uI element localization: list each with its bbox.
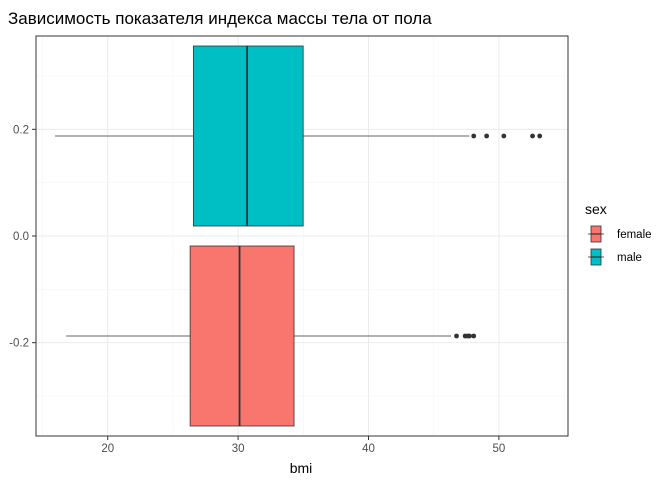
axes: 20 30 40 50 0.2 0.0 -0.2: [9, 124, 505, 455]
legend-item-female: female: [586, 224, 652, 244]
outlier-male: [484, 133, 490, 139]
box-female: [66, 245, 477, 427]
x-tick-label: 20: [101, 443, 114, 455]
outlier-female: [467, 333, 472, 339]
legend: sex female male: [585, 201, 652, 267]
chart-title: Зависимость показателя индекса массы тел…: [8, 9, 432, 28]
plot-marks: [55, 45, 543, 427]
legend-label-female: female: [617, 229, 652, 241]
legend-item-male: male: [586, 247, 642, 267]
y-tick-label: -0.2: [9, 338, 29, 350]
box-male: [55, 45, 543, 227]
legend-label-male: male: [617, 252, 642, 264]
x-tick-label: 50: [492, 443, 505, 455]
x-tick-label: 30: [232, 443, 245, 455]
y-tick-label: 0.2: [13, 124, 29, 136]
box-iqr-female: [189, 245, 295, 427]
outlier-male: [537, 133, 543, 139]
outlier-female: [471, 333, 477, 339]
outlier-male: [501, 133, 507, 139]
outlier-male: [530, 133, 535, 139]
x-tick-label: 40: [362, 443, 375, 455]
y-tick-label: 0.0: [13, 231, 29, 243]
x-axis-title: bmi: [290, 460, 313, 476]
outlier-female: [454, 333, 459, 339]
legend-title: sex: [585, 201, 607, 217]
box-iqr-male: [192, 45, 304, 227]
outlier-male: [471, 133, 477, 139]
